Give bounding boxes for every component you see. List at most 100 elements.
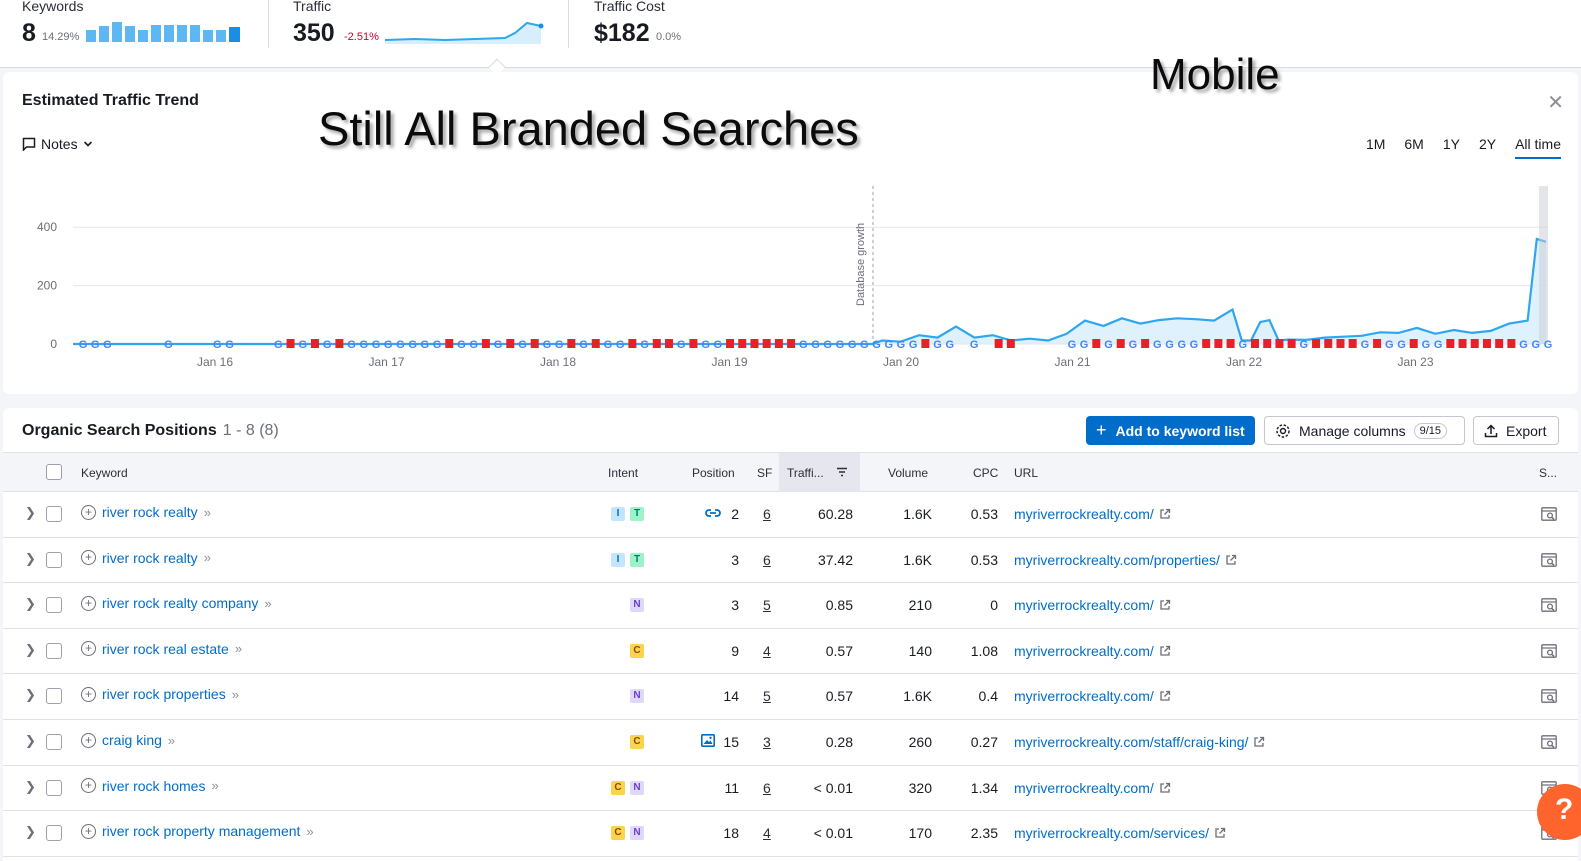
help-button[interactable]: ? [1537, 784, 1581, 840]
url-link[interactable]: myriverrockrealty.com/services/ [1014, 825, 1226, 841]
serp-snapshot-icon[interactable] [1541, 689, 1557, 704]
keyword-link[interactable]: + river rock realty company » [81, 595, 272, 611]
range-1m[interactable]: 1M [1365, 136, 1386, 152]
serp-snapshot-icon[interactable] [1541, 643, 1557, 658]
row-checkbox[interactable] [46, 779, 62, 796]
url-link[interactable]: myriverrockrealty.com/ [1014, 597, 1171, 613]
external-link-icon[interactable] [1159, 690, 1171, 702]
add-keyword-icon[interactable]: + [81, 778, 96, 794]
add-keyword-icon[interactable]: + [81, 595, 96, 611]
add-to-keyword-list-button[interactable]: + Add to keyword list [1086, 416, 1255, 445]
serp-features-count[interactable]: 5 [763, 688, 771, 705]
col-cpc[interactable]: CPC [973, 466, 999, 480]
close-icon[interactable]: ✕ [1547, 92, 1564, 114]
url-text[interactable]: myriverrockrealty.com/staff/craig-king/ [1014, 734, 1249, 750]
keyword-text[interactable]: river rock realty [102, 504, 198, 520]
keyword-text[interactable]: craig king [102, 732, 162, 748]
row-checkbox[interactable] [46, 597, 62, 614]
url-link[interactable]: myriverrockrealty.com/properties/ [1014, 552, 1237, 568]
keyword-details-icon[interactable]: » [234, 641, 243, 657]
add-keyword-icon[interactable]: + [81, 550, 96, 566]
col-volume[interactable]: Volume [888, 466, 929, 480]
url-text[interactable]: myriverrockrealty.com/ [1014, 506, 1154, 522]
url-link[interactable]: myriverrockrealty.com/ [1014, 643, 1171, 659]
url-text[interactable]: myriverrockrealty.com/ [1014, 688, 1154, 705]
intent-badge-n[interactable]: N [630, 826, 644, 841]
intent-badge-t[interactable]: T [630, 507, 644, 521]
table-row[interactable]: ❯ + river rock real estate » C 9 4 0.57 … [3, 629, 1578, 675]
serp-features-count[interactable]: 5 [763, 597, 771, 614]
serp-features-count[interactable]: 6 [763, 551, 771, 568]
image-icon[interactable] [701, 734, 715, 747]
keyword-link[interactable]: + river rock property management » [81, 823, 314, 839]
intent-badge-n[interactable]: N [630, 689, 644, 704]
range-2y[interactable]: 2Y [1478, 136, 1497, 152]
select-all-checkbox[interactable] [46, 464, 62, 480]
keyword-text[interactable]: river rock realty company [102, 595, 259, 612]
col-url[interactable]: URL [1014, 466, 1039, 480]
serp-snapshot-icon[interactable] [1541, 507, 1557, 521]
keyword-details-icon[interactable]: » [167, 732, 176, 748]
expand-row-chevron-icon[interactable]: ❯ [25, 687, 36, 703]
intent-badge-n[interactable]: N [630, 598, 644, 613]
intent-badge-c[interactable]: C [611, 780, 625, 795]
table-row[interactable]: ❯ + river rock properties » N 14 5 0.57 … [3, 674, 1578, 720]
sort-desc-icon[interactable] [836, 466, 848, 478]
expand-row-chevron-icon[interactable]: ❯ [25, 824, 36, 840]
add-keyword-icon[interactable]: + [81, 823, 96, 839]
intent-badge-n[interactable]: N [630, 780, 644, 795]
keyword-link[interactable]: + river rock real estate » [81, 641, 242, 657]
table-row[interactable]: ❯ + craig king » C 15 3 0.28 260 0.27 my… [3, 720, 1578, 766]
expand-row-chevron-icon[interactable]: ❯ [25, 550, 36, 566]
serp-features-count[interactable]: 6 [763, 506, 771, 522]
row-checkbox[interactable] [46, 642, 62, 659]
add-keyword-icon[interactable]: + [81, 641, 96, 657]
keyword-details-icon[interactable]: » [264, 595, 272, 611]
keyword-link[interactable]: + craig king » [81, 732, 175, 748]
url-link[interactable]: myriverrockrealty.com/ [1014, 688, 1171, 704]
url-text[interactable]: myriverrockrealty.com/ [1014, 597, 1154, 614]
add-keyword-icon[interactable]: + [81, 686, 96, 702]
expand-row-chevron-icon[interactable]: ❯ [25, 641, 36, 657]
intent-badge-c[interactable]: C [611, 826, 625, 841]
url-link[interactable]: myriverrockrealty.com/ [1014, 506, 1171, 522]
external-link-icon[interactable] [1214, 827, 1226, 839]
keyword-text[interactable]: river rock properties [102, 686, 226, 703]
range-1y[interactable]: 1Y [1442, 136, 1460, 152]
link-icon[interactable] [705, 507, 721, 519]
external-link-icon[interactable] [1253, 736, 1265, 748]
add-keyword-icon[interactable]: + [81, 732, 96, 748]
external-link-icon[interactable] [1225, 554, 1237, 566]
serp-snapshot-icon[interactable] [1541, 598, 1557, 613]
col-keyword[interactable]: Keyword [81, 466, 128, 480]
intent-badge-t[interactable]: T [630, 552, 644, 567]
keyword-details-icon[interactable]: » [211, 778, 219, 794]
keyword-link[interactable]: + river rock realty » [81, 504, 211, 520]
keyword-details-icon[interactable]: » [203, 504, 211, 520]
keyword-text[interactable]: river rock real estate [102, 640, 229, 657]
export-button[interactable]: Export [1473, 416, 1559, 445]
intent-badge-c[interactable]: C [630, 735, 644, 749]
serp-features-count[interactable]: 4 [763, 642, 771, 659]
keyword-link[interactable]: + river rock properties » [81, 686, 239, 702]
expand-row-chevron-icon[interactable]: ❯ [25, 505, 36, 520]
col-serp[interactable]: S... [1539, 466, 1558, 480]
range-6m[interactable]: 6M [1404, 136, 1424, 152]
row-checkbox[interactable] [46, 734, 62, 750]
manage-columns-button[interactable]: Manage columns 9/15 [1264, 416, 1465, 445]
table-row[interactable]: ❯ + river rock realty company » N 3 5 0.… [3, 583, 1578, 629]
url-link[interactable]: myriverrockrealty.com/staff/craig-king/ [1014, 734, 1265, 750]
intent-badge-i[interactable]: I [611, 552, 625, 567]
serp-snapshot-icon[interactable] [1541, 735, 1557, 749]
notes-dropdown[interactable]: Notes [22, 136, 93, 152]
col-intent[interactable]: Intent [608, 466, 639, 480]
serp-features-count[interactable]: 3 [763, 734, 771, 750]
keyword-details-icon[interactable]: » [231, 686, 239, 702]
col-sf[interactable]: SF [757, 466, 773, 480]
serp-features-count[interactable]: 4 [763, 825, 771, 842]
keyword-link[interactable]: + river rock realty » [81, 550, 211, 566]
url-text[interactable]: myriverrockrealty.com/services/ [1014, 825, 1209, 842]
